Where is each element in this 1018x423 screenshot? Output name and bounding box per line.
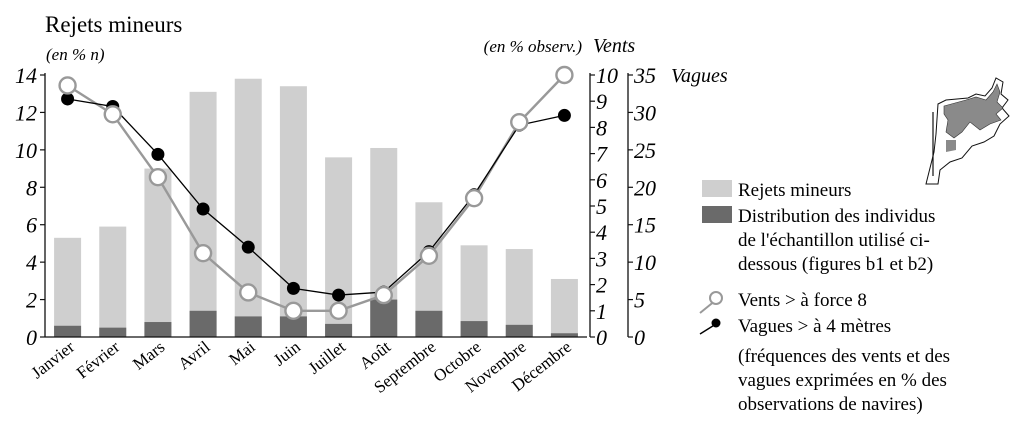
vents-tick-label: 9 bbox=[596, 89, 607, 114]
bars-layer bbox=[54, 78, 578, 337]
vents-point bbox=[510, 112, 529, 132]
chart-title: Rejets mineurs bbox=[45, 12, 182, 37]
legend-label-vents: Vents > à force 8 bbox=[738, 290, 867, 311]
vents-point bbox=[148, 167, 168, 187]
vents-tick-label: 6 bbox=[596, 168, 607, 193]
vagues-tick-label: 0 bbox=[634, 325, 645, 350]
legend-note-line: (fréquences des vents et des bbox=[738, 346, 950, 367]
legend-note-line: vagues exprimées en % des bbox=[738, 370, 947, 391]
bar-rejets-mineurs bbox=[550, 278, 578, 337]
left-tick-label: 8 bbox=[26, 175, 37, 200]
bar-rejets-mineurs bbox=[279, 86, 307, 337]
bar-rejets-mineurs bbox=[54, 237, 82, 337]
category-label: Février bbox=[73, 337, 124, 382]
legend-label-rejets: Rejets mineurs bbox=[738, 180, 851, 201]
vagues-tick-label: 10 bbox=[634, 250, 656, 275]
left-tick-label: 12 bbox=[15, 100, 37, 125]
category-label: Juillet bbox=[305, 337, 350, 378]
vents-tick-label: 5 bbox=[596, 194, 607, 219]
legend-swatch-distribution bbox=[702, 206, 732, 223]
legend-label-distribution-1: Distribution des individus bbox=[738, 206, 935, 227]
vents-tick-label: 4 bbox=[596, 220, 607, 245]
category-label: Juin bbox=[270, 337, 304, 370]
category-label: Avril bbox=[175, 337, 214, 373]
vents-tick-label: 0 bbox=[596, 325, 607, 350]
category-label: Mai bbox=[225, 337, 258, 369]
vents-point bbox=[464, 188, 484, 208]
map-shaded-strip bbox=[946, 140, 956, 152]
inset-map bbox=[925, 77, 1010, 185]
legend-label-distribution-2: de l'échantillon utilisé ci- bbox=[738, 230, 930, 251]
vagues-tick-label: 15 bbox=[634, 213, 656, 238]
vents-axis-title: Vents bbox=[593, 35, 635, 57]
left-tick-label: 4 bbox=[26, 250, 37, 275]
legend-marker-vagues bbox=[711, 318, 721, 328]
legend-marker-vents bbox=[709, 291, 723, 305]
bar-distribution bbox=[505, 324, 533, 337]
vents-line bbox=[66, 74, 566, 312]
left-tick-label: 0 bbox=[26, 325, 37, 350]
vents-tick-label: 7 bbox=[596, 142, 608, 167]
bar-distribution bbox=[325, 323, 353, 337]
category-label: Mars bbox=[129, 337, 168, 373]
lines-layer bbox=[58, 65, 574, 320]
bar-distribution bbox=[370, 299, 398, 337]
vents-point bbox=[239, 283, 258, 302]
vents-point bbox=[58, 76, 77, 95]
legend-label-vagues: Vagues > à 4 mètres bbox=[738, 316, 891, 337]
bar-distribution bbox=[189, 310, 217, 337]
bar-distribution bbox=[54, 325, 82, 337]
vagues-line bbox=[67, 98, 565, 296]
vagues-point bbox=[61, 92, 75, 106]
vents-tick-label: 10 bbox=[596, 63, 618, 88]
vents-point bbox=[555, 65, 574, 85]
bar-distribution bbox=[460, 321, 488, 337]
legend: Rejets mineurs Distribution des individus… bbox=[699, 180, 950, 415]
vagues-tick-label: 30 bbox=[633, 100, 656, 125]
left-tick-label: 14 bbox=[15, 63, 37, 88]
vents-point bbox=[419, 246, 439, 265]
legend-swatch-rejets bbox=[702, 180, 732, 197]
left-tick-label: 6 bbox=[26, 213, 37, 238]
bar-distribution bbox=[144, 322, 172, 337]
vagues-tick-label: 35 bbox=[633, 63, 656, 88]
vagues-point bbox=[332, 288, 346, 302]
vagues-point bbox=[196, 202, 210, 216]
bar-distribution bbox=[234, 316, 262, 337]
vents-tick-label: 3 bbox=[595, 246, 607, 271]
vents-point bbox=[103, 105, 122, 124]
bar-rejets-mineurs bbox=[505, 249, 533, 337]
bar-distribution bbox=[550, 333, 578, 337]
vagues-tick-label: 25 bbox=[634, 138, 656, 163]
left-axis-unit: (en % n) bbox=[46, 45, 105, 64]
vagues-point bbox=[557, 108, 571, 122]
vents-tick-label: 2 bbox=[596, 273, 607, 298]
vents-tick-label: 8 bbox=[596, 115, 607, 140]
vagues-tick-label: 20 bbox=[634, 175, 656, 200]
left-tick-label: 2 bbox=[26, 288, 37, 313]
right-axis-unit: (en % observ.) bbox=[484, 37, 583, 56]
bar-rejets-mineurs bbox=[99, 226, 127, 337]
left-tick-label: 10 bbox=[15, 138, 37, 163]
legend-label-distribution-3: dessous (figures b1 et b2) bbox=[738, 254, 933, 275]
bar-rejets-mineurs bbox=[144, 168, 172, 337]
axes-layer bbox=[40, 73, 633, 338]
vagues-point bbox=[241, 240, 255, 254]
vents-point bbox=[284, 301, 303, 320]
legend-note-line: observations de navires) bbox=[738, 394, 923, 415]
bar-distribution bbox=[415, 310, 443, 337]
vents-point bbox=[193, 243, 213, 263]
vents-tick-label: 1 bbox=[596, 299, 607, 324]
bar-distribution bbox=[279, 316, 307, 337]
vents-point bbox=[329, 301, 348, 320]
vagues-axis-title: Vagues bbox=[671, 65, 728, 87]
map-shaded-area bbox=[943, 83, 1004, 139]
vents-point bbox=[374, 285, 393, 305]
vagues-point bbox=[151, 147, 165, 161]
bar-distribution bbox=[99, 327, 127, 337]
vagues-tick-label: 5 bbox=[634, 288, 645, 313]
vagues-point bbox=[286, 281, 300, 295]
